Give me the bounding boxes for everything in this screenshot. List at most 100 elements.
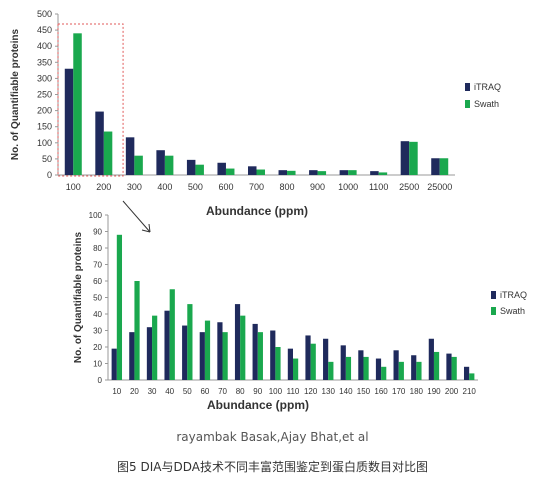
x-tick-label: 40 (165, 387, 174, 396)
bar-swath-100 (275, 347, 281, 380)
figure-caption: 图5 DIA与DDA技术不同丰富范围鉴定到蛋白质数目对比图 (117, 460, 428, 474)
x-tick-label: 50 (183, 387, 192, 396)
bar-swath-40 (169, 289, 175, 380)
x-tick-label: 130 (322, 387, 336, 396)
x-tick-label: 110 (287, 387, 300, 396)
bar-itraq-20 (129, 332, 135, 380)
bar-itraq-600 (217, 162, 226, 175)
bar-itraq-900 (309, 170, 318, 175)
bar-swath-20 (134, 281, 140, 380)
bar-swath-150 (363, 356, 369, 380)
x-tick-label: 400 (157, 182, 172, 192)
y-tick-label: 400 (37, 41, 52, 51)
bar-itraq-150 (358, 350, 364, 380)
bar-swath-200 (451, 356, 457, 380)
bar-itraq-25000 (431, 158, 440, 175)
y-tick-label: 100 (89, 211, 103, 220)
x-tick-label: 1000 (338, 182, 358, 192)
bar-swath-600 (225, 168, 235, 175)
y-tick-label: 80 (93, 244, 102, 253)
y-tick-label: 20 (93, 343, 102, 352)
bar-itraq-2500 (400, 141, 410, 175)
bar-itraq-800 (278, 170, 288, 175)
bar-itraq-200 (446, 353, 452, 380)
highlight-box (57, 23, 124, 177)
bar-swath-50 (187, 304, 193, 380)
bar-swath-90 (257, 332, 263, 380)
y-tick-label: 500 (37, 9, 52, 19)
bar-swath-140 (345, 356, 352, 380)
y-tick-label: 150 (37, 122, 52, 132)
x-tick-label: 140 (339, 387, 353, 396)
y-tick-label: 50 (42, 154, 52, 164)
bar-swath-130 (328, 361, 334, 380)
x-tick-label: 200 (445, 387, 459, 396)
y-tick-label: 70 (93, 261, 102, 270)
y-tick-label: 450 (37, 25, 52, 35)
x-tick-label: 180 (410, 387, 424, 396)
credit-caption: rayambak Basak,Ajay Bhat,et al (176, 430, 369, 444)
bar-itraq-180 (411, 355, 417, 380)
x-tick-label: 800 (280, 182, 295, 192)
bar-itraq-60 (199, 332, 205, 380)
x-tick-label: 10 (112, 387, 121, 396)
bar-itraq-140 (340, 345, 346, 380)
bar-swath-30 (152, 315, 158, 380)
x-tick-label: 190 (427, 387, 441, 396)
y-tick-label: 250 (37, 90, 52, 100)
bar-itraq-500 (186, 159, 196, 175)
y-tick-label: 0 (47, 170, 52, 180)
bar-swath-900 (317, 171, 327, 175)
bar-swath-1000 (348, 170, 357, 175)
x-tick-label: 90 (253, 387, 262, 396)
y-tick-label: 100 (37, 138, 52, 148)
bar-itraq-50 (182, 325, 188, 380)
x-tick-label: 160 (374, 387, 388, 396)
bar-itraq-70 (217, 322, 223, 380)
bar-swath-400 (164, 155, 174, 175)
y-tick-label: 350 (37, 57, 52, 67)
legend-swatch-itraq (465, 83, 470, 91)
x-tick-label: 210 (463, 387, 477, 396)
bar-itraq-130 (323, 338, 329, 380)
bar-itraq-1000 (339, 170, 349, 175)
bar-swath-70 (222, 332, 228, 380)
bottom-bar-chart: 0 10 20 30 40 50 60 70 80 90 100 10 20 30 40 50 60 70 80 90… (73, 211, 527, 412)
bar-itraq-30 (146, 327, 153, 380)
x-tick-label: 150 (357, 387, 371, 396)
zoom-arrow-line (122, 200, 151, 233)
x-tick-label: 500 (188, 182, 203, 192)
x-tick-label: 70 (218, 387, 227, 396)
bar-itraq-80 (234, 304, 241, 380)
bar-swath-300 (134, 155, 143, 175)
legend-label-swath: Swath (474, 99, 499, 109)
x-tick-label: 80 (236, 387, 245, 396)
bar-itraq-100 (64, 68, 74, 175)
x-tick-label: 1100 (369, 182, 388, 192)
y-tick-label: 30 (93, 327, 102, 336)
x-tick-label: 30 (148, 387, 157, 396)
zoom-arrow-head (141, 223, 151, 233)
x-tick-label: 60 (200, 387, 209, 396)
x-tick-label: 300 (127, 182, 142, 192)
bar-swath-10 (116, 234, 123, 380)
bar-swath-80 (240, 315, 246, 380)
x-tick-label: 120 (304, 387, 318, 396)
bar-itraq-90 (252, 323, 258, 380)
legend-label-swath: Swath (500, 306, 525, 316)
x-tick-label: 100 (66, 182, 81, 192)
x-axis-title: Abundance (ppm) (206, 204, 308, 218)
bar-itraq-110 (287, 348, 293, 380)
y-tick-label: 10 (93, 360, 102, 369)
y-tick-label: 200 (37, 106, 52, 116)
bar-swath-110 (293, 358, 299, 380)
bar-swath-160 (381, 366, 387, 380)
bar-itraq-300 (125, 137, 135, 175)
bar-swath-1100 (378, 172, 388, 175)
bar-itraq-210 (463, 366, 470, 380)
bar-swath-120 (310, 343, 316, 380)
bar-itraq-190 (428, 338, 434, 380)
bar-swath-500 (195, 164, 204, 175)
x-tick-label: 600 (218, 182, 233, 192)
